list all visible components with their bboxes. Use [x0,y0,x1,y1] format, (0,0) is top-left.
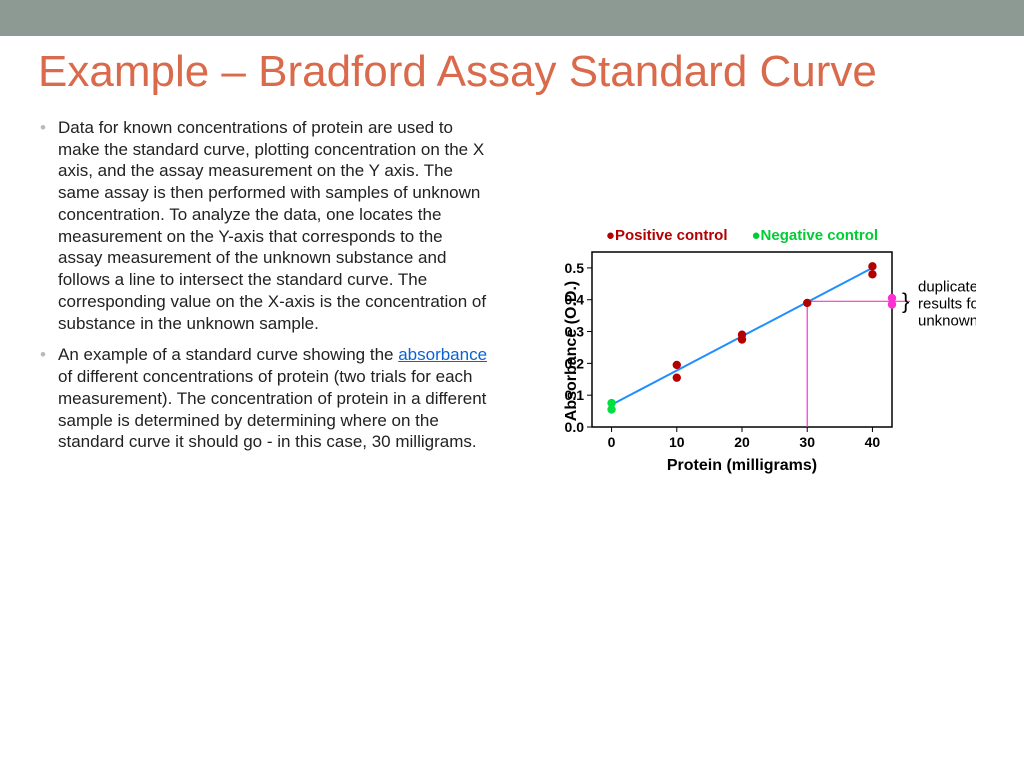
slide-title: Example – Bradford Assay Standard Curve [38,46,986,99]
legend-item: ●Negative control [752,227,879,244]
link-absorbance[interactable]: absorbance [398,345,487,364]
y-axis-label: Absorbance (O.D.) [563,281,581,421]
x-axis-label: Protein (milligrams) [592,457,892,475]
svg-text:unknown: unknown [918,312,976,329]
bullet-list: Data for known concentrations of protein… [38,117,488,453]
svg-text:10: 10 [669,434,685,450]
content-row: Data for known concentrations of protein… [38,117,986,475]
chart-legend: ●Positive control ●Negative control [508,227,976,244]
svg-text:}: } [902,288,909,313]
slide-body: Example – Bradford Assay Standard Curve … [0,36,1024,475]
svg-text:40: 40 [865,434,881,450]
chart-svg: 0102030400.00.10.20.30.40.5}duplicateres… [554,246,976,453]
svg-text:30: 30 [799,434,815,450]
svg-text:20: 20 [734,434,750,450]
svg-text:0.5: 0.5 [565,260,585,276]
chart-wrap: ●Positive control ●Negative control Absor… [508,227,976,475]
legend-item: ●Positive control [606,227,728,244]
bullet-item: An example of a standard curve showing t… [52,344,488,453]
chart-column: ●Positive control ●Negative control Absor… [508,117,986,475]
top-bar [0,0,1024,36]
svg-text:duplicate: duplicate [918,278,976,295]
svg-text:0: 0 [608,434,616,450]
text-column: Data for known concentrations of protein… [38,117,488,475]
svg-text:results for: results for [918,295,976,312]
bullet-item: Data for known concentrations of protein… [52,117,488,335]
